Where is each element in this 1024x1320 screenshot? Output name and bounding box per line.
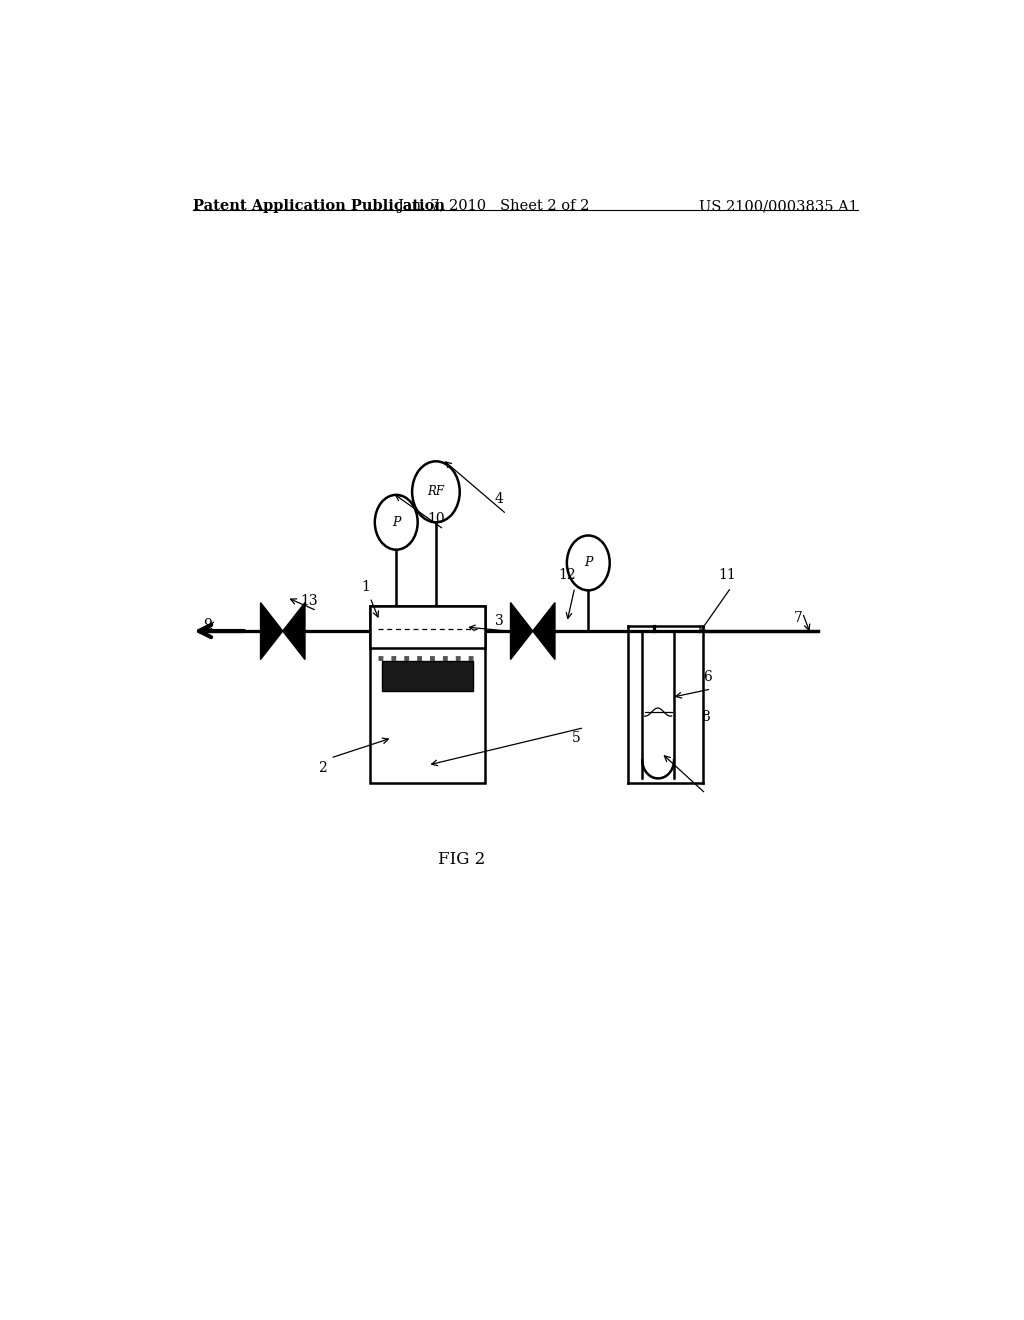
Text: 8: 8 [701,710,710,725]
Text: 2: 2 [318,762,327,775]
Circle shape [412,461,460,523]
Text: 11: 11 [718,568,736,582]
Text: 4: 4 [495,492,503,506]
Polygon shape [511,602,532,660]
Polygon shape [283,602,305,660]
Circle shape [375,495,418,549]
Text: 13: 13 [300,594,317,607]
Circle shape [567,536,609,590]
Text: 3: 3 [495,614,504,628]
Text: P: P [392,516,400,529]
Text: 9: 9 [203,618,212,632]
Text: Jan. 7, 2010   Sheet 2 of 2: Jan. 7, 2010 Sheet 2 of 2 [397,199,589,213]
Text: Patent Application Publication: Patent Application Publication [194,199,445,213]
Text: 6: 6 [702,669,712,684]
Text: 10: 10 [427,512,444,527]
Text: FIG 2: FIG 2 [437,851,485,869]
Text: US 2100/0003835 A1: US 2100/0003835 A1 [699,199,858,213]
Bar [370,606,485,784]
Text: P: P [584,557,593,569]
Polygon shape [532,602,555,660]
Polygon shape [260,602,283,660]
Text: 5: 5 [572,731,581,744]
Text: 12: 12 [558,568,575,582]
Text: 7: 7 [795,611,803,624]
Text: RF: RF [427,486,444,498]
Text: 1: 1 [361,581,371,594]
Bar [382,660,473,690]
Bar [370,606,485,648]
